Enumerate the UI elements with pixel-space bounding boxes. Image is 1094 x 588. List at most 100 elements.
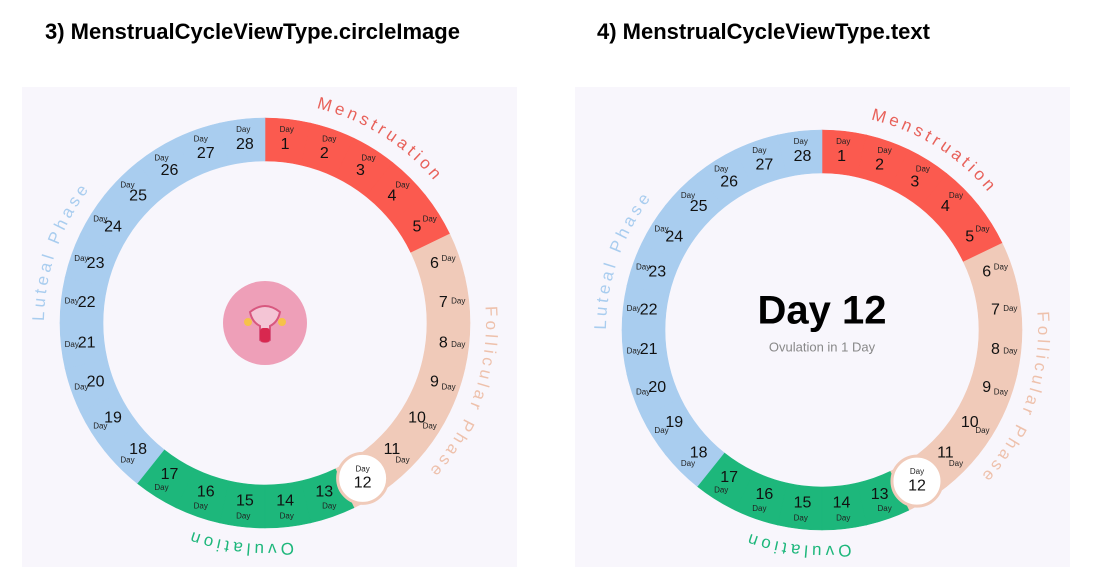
day-caption: Day — [322, 502, 336, 511]
day-caption: Day — [654, 224, 668, 233]
day-number: 9 — [982, 379, 991, 396]
day-caption: Day — [681, 191, 695, 200]
day-segment — [777, 129, 823, 178]
day-caption: Day — [356, 464, 370, 473]
day-caption: Day — [236, 125, 250, 134]
icon-shape — [244, 318, 252, 326]
day-number: 23 — [648, 264, 666, 281]
day-number: 14 — [276, 493, 294, 510]
day-number: 11 — [384, 441, 401, 458]
day-caption: Day — [441, 382, 455, 391]
day-caption: Day — [975, 426, 989, 435]
day-number: 24 — [665, 228, 683, 245]
panel-title: 3) MenstrualCycleViewType.circleImage — [45, 19, 460, 44]
day-number: 18 — [690, 445, 708, 462]
day-number: 23 — [87, 255, 105, 272]
day-caption: Day — [714, 165, 728, 174]
day-number: 6 — [982, 264, 991, 281]
day-caption: Day — [280, 125, 294, 134]
day-number: 5 — [413, 219, 422, 236]
day-caption: Day — [154, 153, 168, 162]
day-number: 15 — [236, 493, 254, 510]
day-caption: Day — [93, 215, 107, 224]
day-number: 4 — [387, 187, 396, 204]
day-caption: Day — [1003, 304, 1017, 313]
day-caption: Day — [794, 137, 808, 146]
day-caption: Day — [794, 513, 808, 522]
day-number: 9 — [430, 374, 439, 391]
day-number: 12 — [354, 475, 372, 492]
day-caption: Day — [627, 346, 641, 355]
day-caption: Day — [975, 224, 989, 233]
day-number: 20 — [87, 374, 105, 391]
day-number: 19 — [104, 410, 122, 427]
day-caption: Day — [441, 254, 455, 263]
day-caption: Day — [994, 388, 1008, 397]
day-caption: Day — [236, 511, 250, 520]
selected-day-marker — [336, 451, 390, 505]
day-number: 28 — [794, 148, 812, 165]
day-number: 1 — [837, 148, 846, 165]
day-caption: Day — [949, 191, 963, 200]
day-number: 7 — [439, 294, 448, 311]
day-caption: Day — [877, 146, 891, 155]
day-segment — [219, 117, 266, 166]
day-caption: Day — [654, 426, 668, 435]
day-number: 22 — [78, 294, 96, 311]
day-caption: Day — [280, 511, 294, 520]
day-number: 17 — [161, 466, 179, 483]
day-number: 13 — [315, 484, 333, 501]
day-caption: Day — [395, 181, 409, 190]
day-number: 17 — [720, 469, 738, 486]
day-caption: Day — [423, 422, 437, 431]
center-title: Day 12 — [758, 289, 887, 333]
day-caption: Day — [916, 165, 930, 174]
day-caption: Day — [194, 135, 208, 144]
day-number: 25 — [690, 198, 708, 215]
day-caption: Day — [120, 181, 134, 190]
day-caption: Day — [74, 382, 88, 391]
day-number: 3 — [356, 162, 365, 179]
day-caption: Day — [681, 459, 695, 468]
day-caption: Day — [752, 146, 766, 155]
center-subtitle: Ovulation in 1 Day — [769, 339, 876, 354]
day-number: 16 — [755, 486, 773, 503]
day-caption: Day — [1003, 346, 1017, 355]
day-caption: Day — [451, 296, 465, 305]
day-caption: Day — [636, 263, 650, 272]
day-number: 11 — [937, 445, 954, 462]
day-number: 5 — [965, 228, 974, 245]
day-caption: Day — [949, 459, 963, 468]
day-number: 24 — [104, 219, 122, 236]
day-number: 27 — [197, 145, 215, 162]
day-caption: Day — [74, 254, 88, 263]
day-caption: Day — [395, 456, 409, 465]
day-number: 2 — [320, 145, 329, 162]
day-number: 12 — [908, 477, 926, 494]
day-caption: Day — [836, 513, 850, 522]
day-caption: Day — [361, 153, 375, 162]
day-caption: Day — [877, 504, 891, 513]
day-number: 4 — [941, 198, 950, 215]
day-number: 26 — [161, 162, 179, 179]
day-caption: Day — [627, 304, 641, 313]
day-number: 3 — [910, 173, 919, 190]
day-caption: Day — [154, 483, 168, 492]
day-number: 21 — [640, 341, 658, 358]
day-number: 22 — [640, 302, 658, 319]
day-number: 8 — [991, 341, 1000, 358]
day-number: 27 — [755, 157, 773, 174]
day-caption: Day — [714, 486, 728, 495]
day-number: 28 — [236, 136, 254, 153]
day-caption: Day — [120, 456, 134, 465]
uterus-icon — [223, 281, 307, 365]
icon-shape — [248, 305, 282, 343]
day-number: 10 — [408, 410, 426, 427]
day-caption: Day — [752, 504, 766, 513]
day-number: 7 — [991, 302, 1000, 319]
day-caption: Day — [93, 422, 107, 431]
day-caption: Day — [194, 502, 208, 511]
icon-shape — [278, 318, 286, 326]
